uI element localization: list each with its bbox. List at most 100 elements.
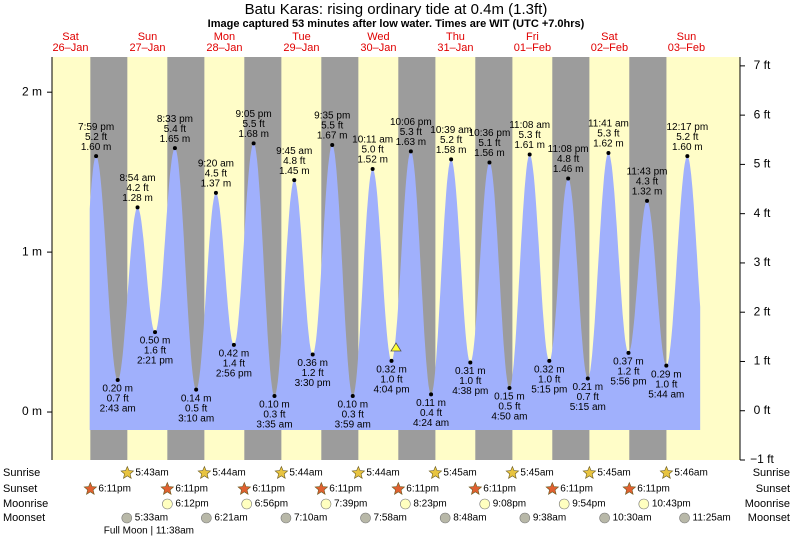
tide-label: 0.21 m bbox=[572, 382, 603, 393]
tide-point bbox=[487, 160, 492, 165]
tide-label: 2:56 pm bbox=[216, 368, 252, 379]
y2-tick-label: 4 ft bbox=[754, 206, 771, 220]
tide-label: 0.3 ft bbox=[263, 410, 285, 421]
tide-label: 10:39 am bbox=[430, 125, 472, 136]
tide-label: 0.14 m bbox=[181, 393, 212, 404]
tide-label: 3:30 pm bbox=[295, 378, 331, 389]
tide-label: 1.0 ft bbox=[459, 376, 481, 387]
tide-point bbox=[408, 149, 413, 154]
event-time: 6:11pm bbox=[329, 484, 362, 495]
tide-label: 0.36 m bbox=[297, 358, 328, 369]
tide-label: 3:59 am bbox=[335, 420, 371, 431]
moon-icon bbox=[679, 512, 690, 524]
event-time: 10:43pm bbox=[652, 499, 691, 510]
y2-tick-label: 5 ft bbox=[754, 157, 771, 171]
tide-label: 5.1 ft bbox=[478, 138, 500, 149]
y2-tick-label: −1 ft bbox=[750, 452, 774, 466]
now-marker bbox=[390, 342, 402, 352]
tide-label: 1.60 m bbox=[672, 142, 703, 153]
event-time: 5:43am bbox=[135, 468, 168, 479]
tide-label: 1.0 ft bbox=[538, 374, 560, 385]
event-time: 10:30am bbox=[613, 513, 652, 524]
tide-label: 4:04 pm bbox=[373, 384, 409, 395]
moon-icon bbox=[479, 498, 491, 510]
tide-label: 0.10 m bbox=[259, 400, 290, 411]
tide-label: 10:06 pm bbox=[390, 117, 432, 128]
sun-icon bbox=[428, 465, 443, 479]
tide-area bbox=[89, 143, 701, 430]
tide-point bbox=[626, 350, 631, 355]
tide-label: 4:50 am bbox=[491, 412, 527, 423]
tide-label: 5:15 pm bbox=[531, 384, 567, 395]
row-label: Sunrise bbox=[753, 467, 790, 479]
tide-label: 0.29 m bbox=[651, 369, 682, 380]
tide-point bbox=[350, 394, 355, 399]
tide-point bbox=[429, 392, 434, 397]
tide-label: 0.31 m bbox=[455, 366, 486, 377]
moon-icon bbox=[360, 512, 371, 524]
moon-icon bbox=[121, 512, 133, 524]
tide-label: 1.37 m bbox=[201, 179, 232, 190]
event-time: 8:48am bbox=[453, 513, 486, 524]
tide-label: 4:24 am bbox=[413, 418, 449, 429]
sun-icon bbox=[120, 465, 135, 479]
tide-label: 1.56 m bbox=[474, 148, 505, 159]
tide-label: 10:36 pm bbox=[469, 128, 511, 139]
tide-label: 1.46 m bbox=[553, 164, 584, 175]
tide-label: 1.6 ft bbox=[144, 346, 166, 357]
row-label: Moonrise bbox=[3, 498, 48, 510]
event-time: 9:54pm bbox=[572, 499, 605, 510]
tide-label: 2:21 pm bbox=[137, 356, 173, 367]
day-date: 27–Jan bbox=[129, 42, 165, 54]
day-date: 26–Jan bbox=[52, 42, 88, 54]
event-time: 6:11pm bbox=[98, 484, 131, 495]
tide-label: 0.4 ft bbox=[420, 408, 442, 419]
tide-label: 4.2 ft bbox=[126, 183, 148, 194]
tide-label: 0.3 ft bbox=[342, 410, 364, 421]
tide-label: 0.32 m bbox=[376, 364, 407, 375]
tide-point bbox=[194, 387, 199, 392]
tide-label: 5.0 ft bbox=[362, 145, 384, 156]
tide-label: 1.58 m bbox=[436, 145, 467, 156]
event-time: 7:10am bbox=[294, 513, 327, 524]
sun-icon bbox=[160, 481, 175, 495]
tide-label: 0.7 ft bbox=[107, 394, 129, 405]
event-time: 6:21am bbox=[214, 513, 247, 524]
tide-point bbox=[685, 154, 690, 159]
tide-point bbox=[172, 146, 177, 151]
row-label: Moonset bbox=[748, 512, 790, 524]
tide-label: 9:20 am bbox=[198, 159, 234, 170]
tide-label: 1.2 ft bbox=[302, 368, 324, 379]
tide-label: 1.63 m bbox=[396, 137, 427, 148]
tide-label: 0.7 ft bbox=[577, 392, 599, 403]
tide-label: 5.2 ft bbox=[440, 135, 462, 146]
sun-icon bbox=[351, 465, 366, 479]
day-name: Tue bbox=[292, 31, 311, 43]
tide-point bbox=[389, 358, 394, 363]
event-time: 5:45am bbox=[520, 468, 553, 479]
tide-label: 1.0 ft bbox=[655, 379, 677, 390]
event-time: 6:12pm bbox=[175, 499, 208, 510]
tide-point bbox=[115, 378, 120, 383]
day-name: Sat bbox=[601, 31, 618, 43]
tide-label: 5.4 ft bbox=[164, 124, 186, 135]
sun-icon bbox=[545, 481, 560, 495]
tide-label: 11:08 am bbox=[509, 120, 550, 131]
tide-point bbox=[135, 205, 140, 210]
tide-label: 0.37 m bbox=[613, 356, 644, 367]
sun-icon bbox=[314, 481, 329, 495]
tide-point bbox=[153, 330, 158, 335]
row-label: Sunset bbox=[756, 483, 790, 495]
tide-label: 0.10 m bbox=[337, 400, 368, 411]
y2-tick-label: 0 ft bbox=[754, 403, 771, 417]
sun-icon bbox=[391, 481, 406, 495]
sun-icon bbox=[274, 465, 289, 479]
event-time: 6:11pm bbox=[175, 484, 208, 495]
day-name: Sat bbox=[62, 31, 79, 43]
tide-label: 8:54 am bbox=[119, 173, 155, 184]
tide-point bbox=[231, 342, 236, 347]
tide-label: 5.3 ft bbox=[597, 129, 619, 140]
day-date: 28–Jan bbox=[206, 42, 242, 54]
tide-label: 4.8 ft bbox=[283, 156, 305, 167]
